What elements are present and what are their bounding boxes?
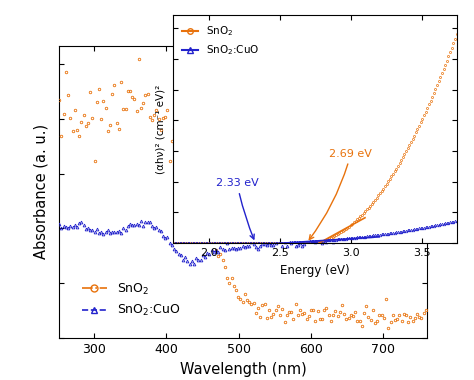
X-axis label: Wavelength (nm): Wavelength (nm): [180, 362, 306, 377]
Y-axis label: (αhν)² (cm⁻¹ eV)²: (αhν)² (cm⁻¹ eV)²: [155, 85, 165, 174]
Legend: SnO$_2$, SnO$_2$:CuO: SnO$_2$, SnO$_2$:CuO: [76, 277, 185, 323]
Text: 2.69 eV: 2.69 eV: [310, 149, 372, 239]
Y-axis label: Absorbance (a. u.): Absorbance (a. u.): [34, 124, 49, 260]
Text: 2.33 eV: 2.33 eV: [216, 178, 258, 239]
Legend: SnO$_2$, SnO$_2$:CuO: SnO$_2$, SnO$_2$:CuO: [178, 21, 264, 62]
X-axis label: Energy (eV): Energy (eV): [281, 264, 350, 277]
